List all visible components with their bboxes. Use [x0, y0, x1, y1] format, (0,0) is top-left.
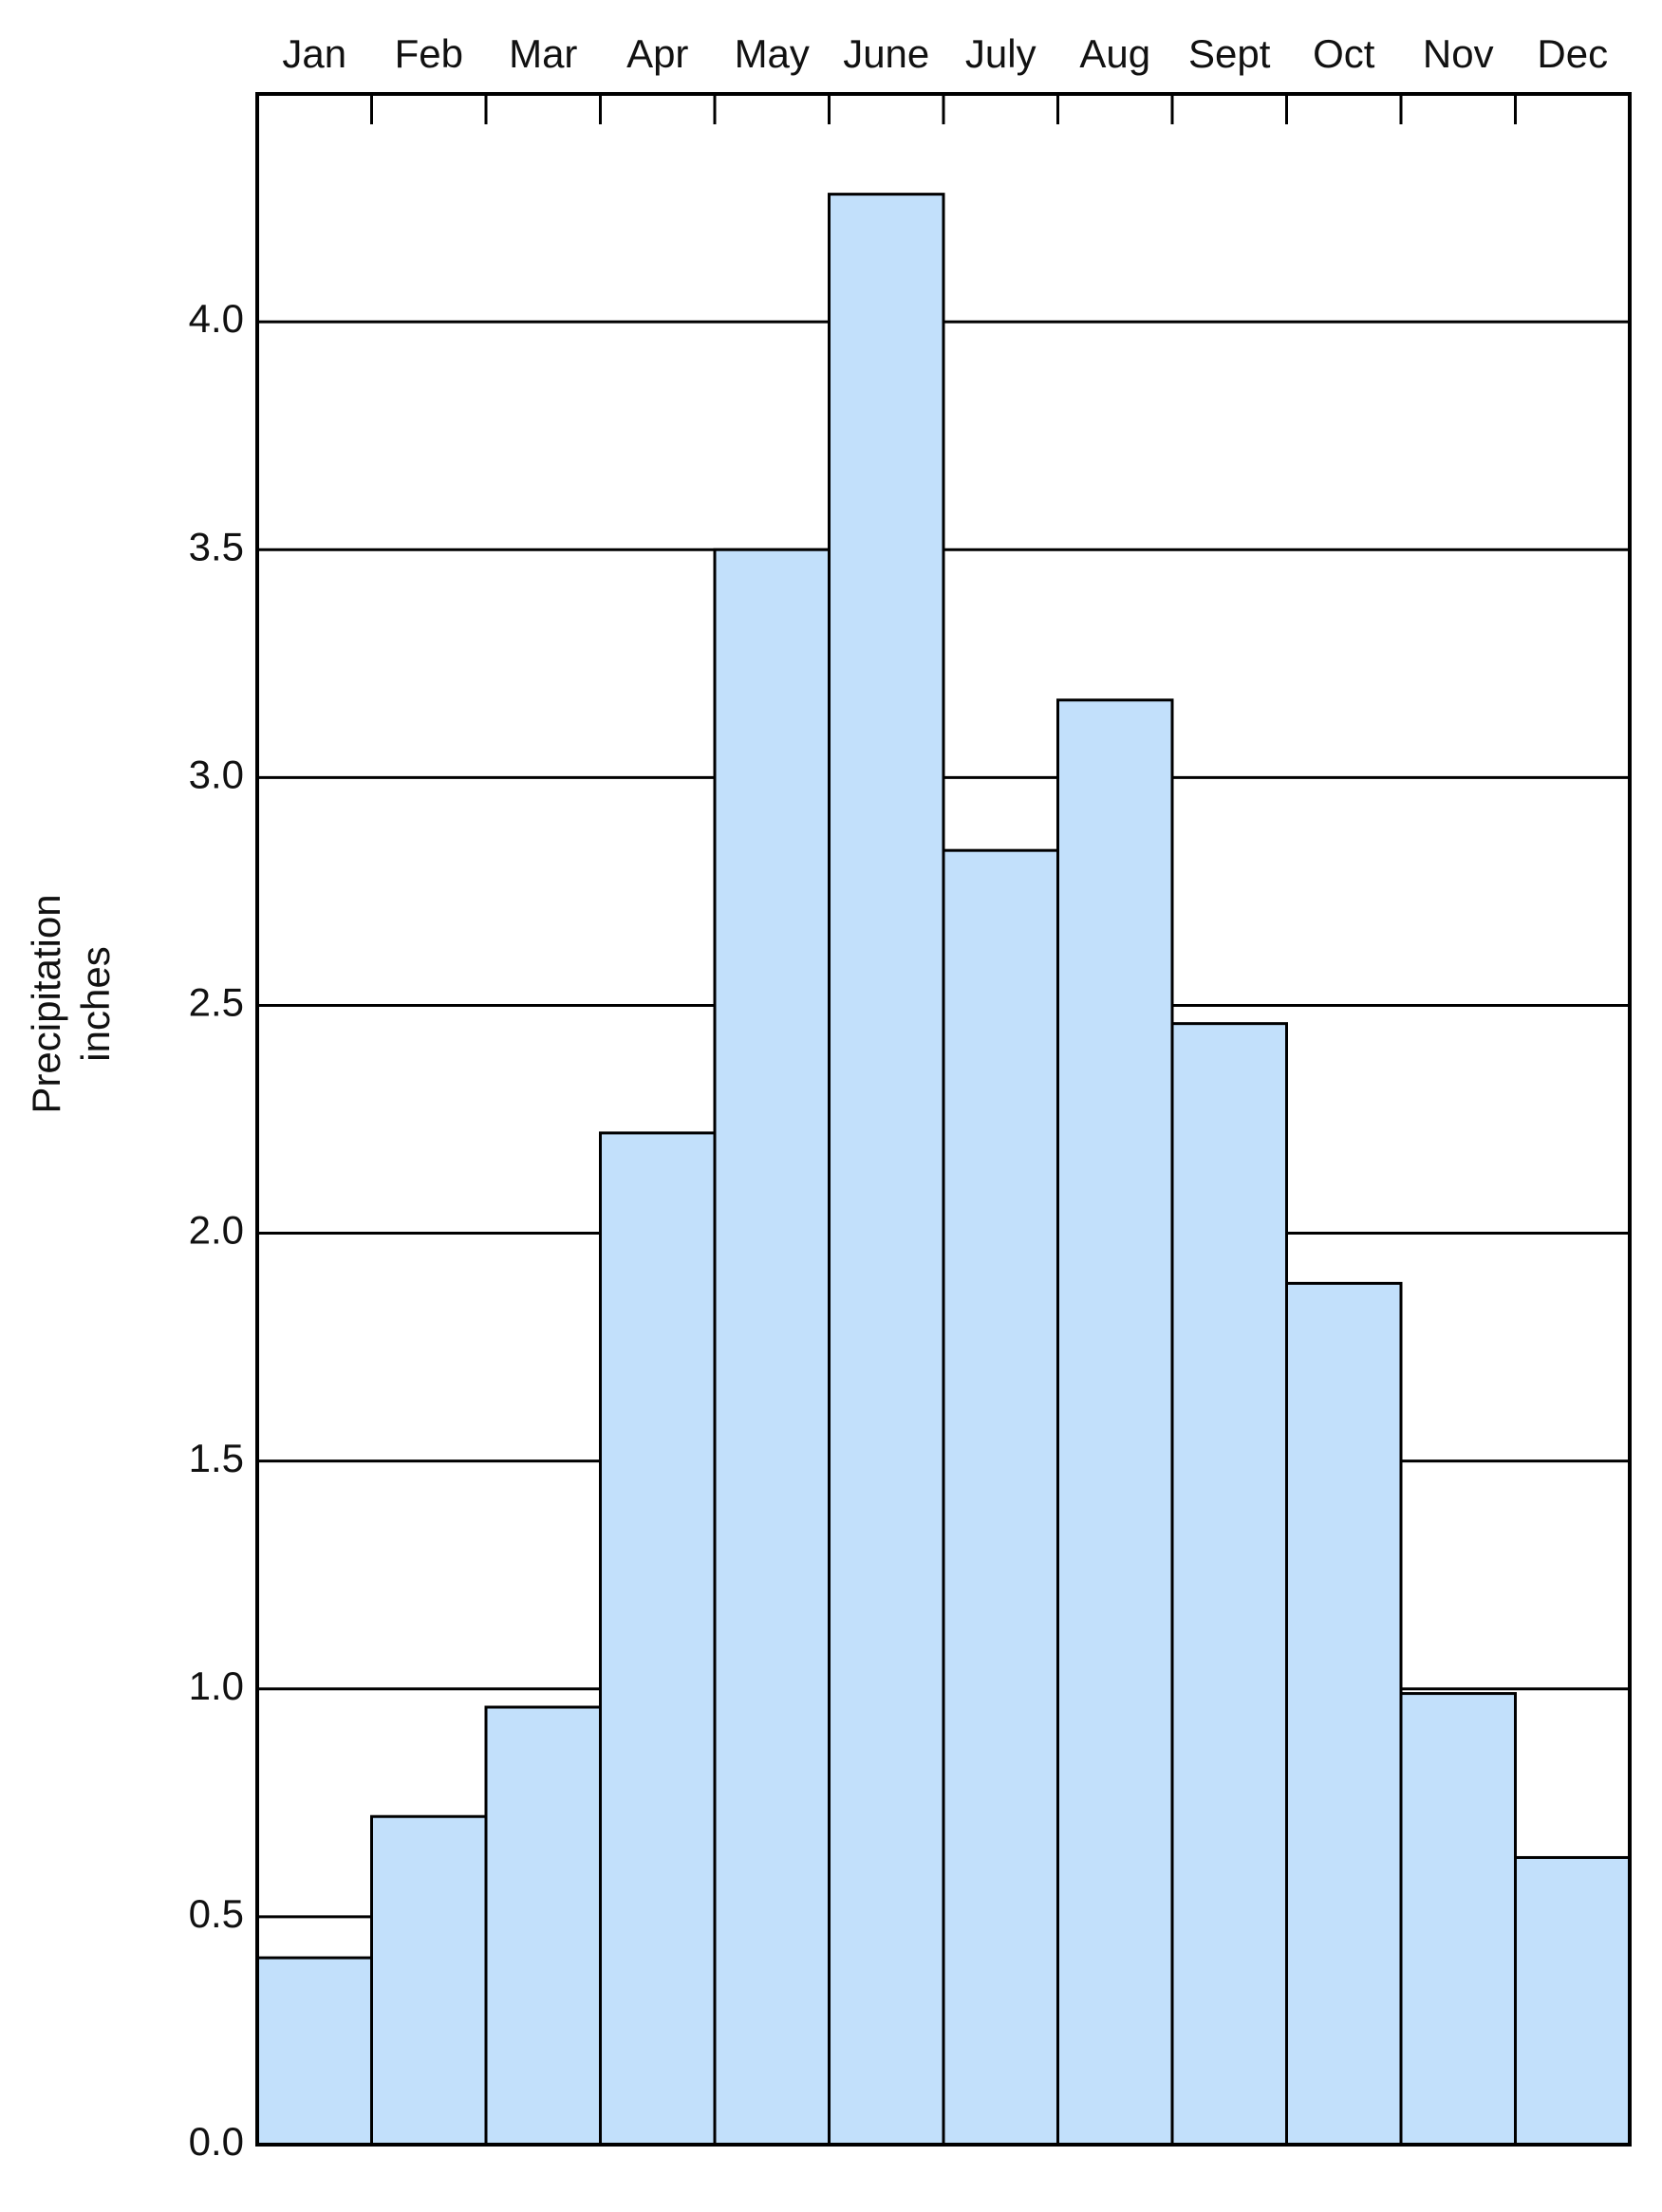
x-tick-label: Feb [395, 31, 463, 76]
x-tick-label: Sept [1188, 31, 1271, 76]
x-tick-label: July [965, 31, 1036, 76]
bar [255, 1956, 373, 2147]
x-tick-label: Oct [1313, 31, 1375, 76]
x-tick-label: May [735, 31, 810, 76]
bar [1056, 698, 1174, 2147]
bar [1285, 1281, 1403, 2147]
x-tick-label: Mar [509, 31, 577, 76]
bar [370, 1814, 488, 2147]
x-tick-label: Dec [1537, 31, 1608, 76]
y-tick-label: 3.5 [189, 524, 244, 568]
y-tick-label: 0.0 [189, 2119, 244, 2164]
bar [1514, 1855, 1632, 2147]
axes: 0.0 0.5 1.0 1.5 2.0 2.5 3.0 3.5 4.0 Jan Feb Mar Apr M… [24, 31, 1632, 2164]
y-tick-label: 1.0 [189, 1664, 244, 1708]
y-axis-label: Precipitation [24, 894, 68, 1113]
x-tick-label: Apr [626, 31, 688, 76]
y-tick-label: 3.0 [189, 752, 244, 796]
x-tick-label: June [843, 31, 929, 76]
x-tick-label: Nov [1423, 31, 1494, 76]
y-tick-label: 1.5 [189, 1436, 244, 1480]
x-tick-label: Jan [282, 31, 346, 76]
y-tick-label: 2.5 [189, 980, 244, 1025]
x-tick-label: Aug [1079, 31, 1150, 76]
bar [484, 1705, 602, 2147]
y-tick-label: 4.0 [189, 296, 244, 341]
bars [255, 193, 1632, 2147]
bar [942, 848, 1059, 2147]
y-tick-label: 0.5 [189, 1891, 244, 1936]
plot-frame [255, 92, 1632, 2147]
y-tick-label: 2.0 [189, 1208, 244, 1253]
bar [828, 193, 945, 2147]
bar [1170, 1022, 1288, 2147]
bar [713, 548, 831, 2147]
bar [1399, 1692, 1517, 2147]
y-axis-label: inches [73, 946, 118, 1061]
bar [599, 1131, 717, 2147]
